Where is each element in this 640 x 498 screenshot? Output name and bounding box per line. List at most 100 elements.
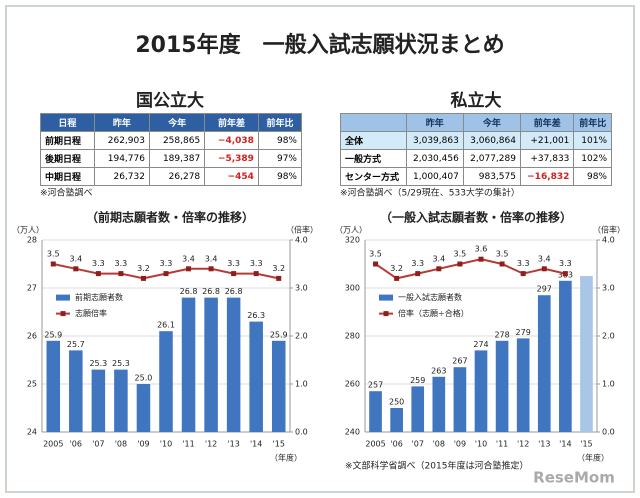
- x-tick-label: '08: [433, 440, 445, 449]
- header-row: 昨年 今年 前年差 前年比: [340, 113, 612, 132]
- section-heading: 国公立大: [136, 90, 204, 111]
- line-marker: [520, 271, 526, 277]
- bar-value-label: 25.3: [89, 359, 107, 368]
- table-cell: 中期日程: [40, 167, 95, 186]
- bar: [249, 321, 263, 432]
- x-tick-label: '14: [250, 440, 262, 449]
- line-value-label: 3.3: [250, 259, 263, 268]
- y2-tick-label: 2.0: [602, 332, 615, 341]
- x-axis-label: （年度）: [577, 453, 609, 463]
- table-row: 一般方式 2,030,456 2,077,289 +37,833 102%: [340, 149, 612, 168]
- line-value-label: 3.3: [227, 259, 240, 268]
- line-value-label: 3.6: [475, 245, 488, 254]
- bar-value-label: 25.9: [270, 330, 288, 339]
- x-tick-label: '13: [227, 440, 239, 449]
- line-value-label: 3.3: [411, 259, 424, 268]
- line-value-label: 3.4: [538, 254, 551, 263]
- x-tick-label: '09: [454, 440, 466, 449]
- line-value-label: 3.4: [432, 254, 445, 263]
- legend-label: 前期志願者数: [75, 292, 123, 302]
- line-marker: [118, 271, 124, 277]
- line-marker: [276, 275, 282, 281]
- line-marker: [499, 261, 505, 267]
- line-value-label: 3.5: [496, 250, 509, 259]
- table-cell: 189,387: [148, 149, 206, 168]
- line-marker: [415, 271, 421, 277]
- bar: [559, 280, 572, 432]
- bar-value-label: 25.7: [67, 340, 85, 349]
- bar-value-label: 278: [494, 330, 509, 339]
- x-tick-label: '07: [412, 440, 424, 449]
- line-marker: [394, 275, 400, 281]
- table-cell: 3,060,864: [462, 131, 521, 150]
- table-cell: 102%: [573, 149, 612, 168]
- x-tick-label: '10: [160, 440, 172, 449]
- bar-value-label: 26.8: [225, 287, 243, 296]
- bar-value-label: 274: [473, 340, 488, 349]
- table-row: 前期日程 262,903 258,865 −4,038 98%: [40, 131, 303, 150]
- line-marker: [95, 271, 101, 277]
- x-tick-label: '11: [182, 440, 194, 449]
- line-value-label: 3.3: [517, 259, 530, 268]
- y2-tick-label: 3.0: [602, 284, 615, 293]
- table-row: 後期日程 194,776 189,387 −5,389 97%: [40, 149, 303, 168]
- table-cell: 101%: [573, 131, 612, 150]
- x-axis-label: （年度）: [270, 453, 302, 463]
- table: 昨年 今年 前年差 前年比 全体 3,039,863 3,060,864 +21,001 101…: [340, 113, 612, 186]
- bar: [580, 276, 593, 432]
- header-row: 日程 昨年 今年 前年差 前年比: [40, 113, 303, 132]
- x-tick-label: 2005: [365, 440, 385, 449]
- line-value-label: 3.4: [182, 254, 195, 263]
- y-axis-label: （万人）: [335, 226, 367, 235]
- legend-swatch: [56, 294, 70, 301]
- x-tick-label: '09: [137, 440, 149, 449]
- line-marker: [50, 261, 56, 267]
- line-value-label: 3.4: [205, 254, 218, 263]
- table-cell: 194,776: [93, 149, 150, 168]
- bar: [271, 340, 286, 432]
- page-title: 2015年度 一般入試志願状況まとめ: [135, 32, 504, 58]
- y2-tick-label: 2.0: [295, 332, 308, 341]
- table-cell: 98%: [257, 131, 303, 150]
- table-cell: センター方式: [340, 167, 407, 186]
- header-cell: 日程: [40, 113, 95, 132]
- section-heading: 私立大: [451, 90, 502, 111]
- x-tick-label: '10: [475, 440, 487, 449]
- x-tick-label: '08: [115, 440, 127, 449]
- legend-swatch: [379, 294, 393, 301]
- line-marker: [208, 266, 214, 272]
- line-marker: [186, 266, 192, 272]
- line-marker: [541, 266, 547, 272]
- legend-swatch: [383, 311, 389, 317]
- bar: [46, 340, 61, 432]
- bar: [495, 340, 509, 432]
- line-value-label: 3.2: [137, 264, 150, 273]
- bar: [91, 369, 106, 432]
- line-value-label: 3.5: [454, 250, 467, 259]
- table-cell: 前期日程: [40, 131, 95, 150]
- table-cell: −5,389: [204, 149, 259, 168]
- table-cell: 98%: [257, 167, 303, 186]
- table-cell: 983,575: [462, 167, 521, 186]
- frame: [5, 5, 635, 493]
- line-marker: [253, 271, 259, 277]
- x-tick-label: '15: [273, 440, 285, 449]
- chart-title: （前期志願者数・倍率の推移）: [86, 210, 254, 225]
- table-row: 全体 3,039,863 3,060,864 +21,001 101%: [340, 131, 612, 150]
- header-cell: 前年差: [204, 113, 259, 132]
- y2-axis-label: （倍率）: [593, 225, 625, 235]
- header-cell: 前年比: [257, 113, 303, 132]
- line-value-label: 3.2: [390, 264, 403, 273]
- line-value-label: 3.2: [272, 264, 285, 273]
- line-value-label: 3.3: [160, 259, 173, 268]
- table-cell: +21,001: [519, 131, 575, 150]
- header-cell: [340, 113, 407, 132]
- bar: [136, 384, 151, 432]
- line-marker: [140, 275, 146, 281]
- y2-tick-label: 1.0: [295, 380, 308, 389]
- bar-value-label: 257: [368, 381, 383, 390]
- y2-tick-label: 0.0: [295, 428, 308, 437]
- line-value-label: 3.5: [369, 250, 382, 259]
- y2-tick-label: 4.0: [602, 236, 615, 245]
